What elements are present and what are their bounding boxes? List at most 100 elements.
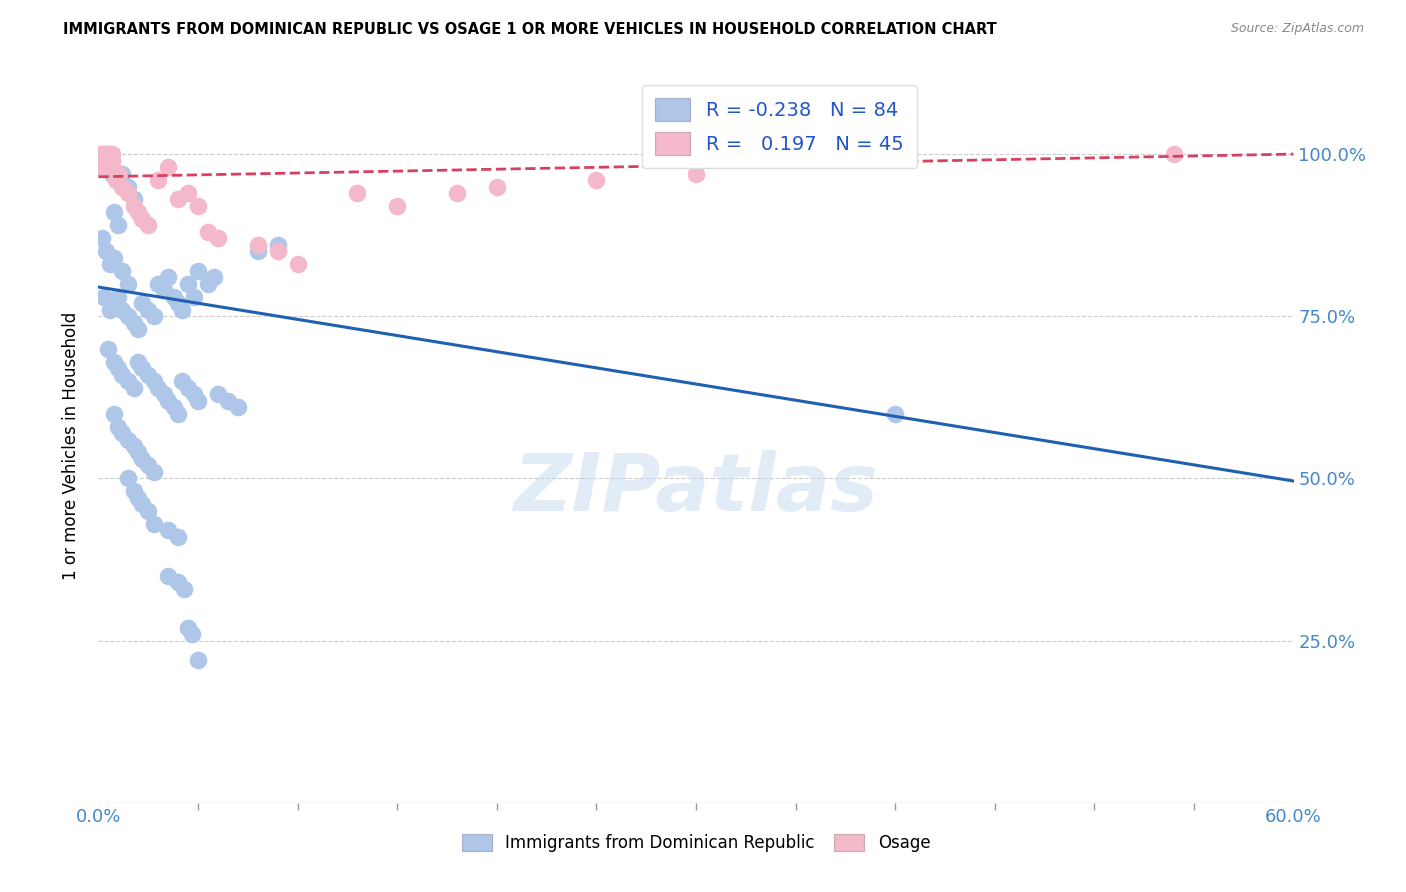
Point [96,153,118,168]
Text: IMMIGRANTS FROM DOMINICAN REPUBLIC VS OSAGE 1 OR MORE VEHICLES IN HOUSEHOLD CORR: IMMIGRANTS FROM DOMINICAN REPUBLIC VS OS… [63,22,997,37]
Point [177,621,200,635]
Point [101,167,124,181]
Point [884,407,907,421]
Point [107,361,129,376]
Point [124,316,146,330]
Point [117,433,139,447]
Point [136,504,159,518]
Point [207,387,229,401]
Point [183,387,205,401]
Point [117,179,139,194]
Point [107,419,129,434]
Point [93,160,115,174]
Point [157,568,180,582]
Point [163,400,186,414]
Point [143,374,166,388]
Point [107,219,129,233]
Point [136,458,159,473]
Legend: Immigrants from Dominican Republic, Osage: Immigrants from Dominican Republic, Osag… [456,827,936,859]
Point [127,354,149,368]
Point [107,290,129,304]
Point [1163,147,1185,161]
Point [103,251,125,265]
Point [202,270,225,285]
Point [148,381,170,395]
Point [157,160,180,174]
Point [98,257,122,271]
Point [183,290,205,304]
Point [197,277,219,291]
Point [91,147,114,161]
Point [267,238,290,252]
Point [103,167,125,181]
Point [93,147,115,161]
Point [103,296,125,310]
Point [187,199,209,213]
Point [97,153,120,168]
Point [89,147,111,161]
Point [98,153,122,168]
Point [585,173,607,187]
Point [105,173,128,187]
Point [98,147,122,161]
Point [485,179,508,194]
Point [124,199,146,213]
Point [111,425,134,440]
Point [685,167,707,181]
Point [187,653,209,667]
Point [111,179,134,194]
Point [97,153,120,168]
Point [131,296,153,310]
Point [167,530,190,544]
Point [173,582,195,596]
Point [177,277,200,291]
Point [111,264,134,278]
Text: ZIPatlas: ZIPatlas [513,450,879,528]
Point [385,199,409,213]
Point [346,186,368,200]
Point [127,491,149,505]
Point [226,400,249,414]
Point [143,465,166,479]
Point [207,231,229,245]
Point [124,484,146,499]
Point [101,147,124,161]
Point [96,160,118,174]
Point [111,167,134,181]
Point [181,627,204,641]
Point [197,225,219,239]
Point [153,387,176,401]
Point [246,244,269,259]
Point [136,368,159,382]
Point [148,277,170,291]
Point [117,374,139,388]
Point [187,393,209,408]
Point [167,193,190,207]
Point [111,368,134,382]
Point [177,381,200,395]
Point [172,374,194,388]
Point [97,342,120,356]
Point [111,302,134,317]
Point [117,186,139,200]
Point [103,354,125,368]
Point [131,211,153,226]
Text: Source: ZipAtlas.com: Source: ZipAtlas.com [1230,22,1364,36]
Point [124,439,146,453]
Point [267,244,290,259]
Point [96,244,118,259]
Point [157,270,180,285]
Point [217,393,239,408]
Point [246,238,269,252]
Point [107,173,129,187]
Point [127,322,149,336]
Point [103,407,125,421]
Point [89,153,111,168]
Point [117,471,139,485]
Point [157,393,180,408]
Point [89,160,111,174]
Point [131,361,153,376]
Point [127,205,149,219]
Point [124,381,146,395]
Point [107,167,129,181]
